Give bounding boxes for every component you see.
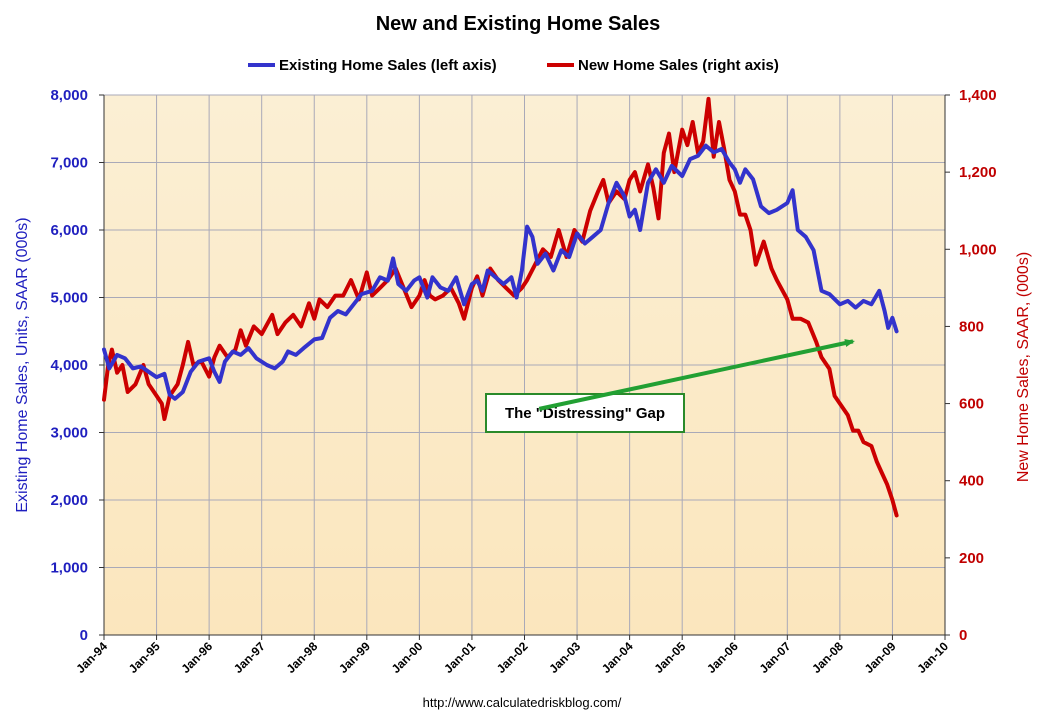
y-tick-label-left: 5,000 <box>50 290 88 307</box>
x-tick-label: Jan-05 <box>652 639 689 676</box>
y-tick-label-left: 1,000 <box>50 560 88 577</box>
y-tick-label-left: 7,000 <box>50 155 88 172</box>
y-tick-label-right: 600 <box>959 396 984 413</box>
y-tick-label-right: 400 <box>959 473 984 490</box>
x-tick-label: Jan-02 <box>494 639 531 676</box>
x-tick-label: Jan-98 <box>284 639 321 676</box>
y-tick-label-right: 0 <box>959 627 967 644</box>
legend: Existing Home Sales (left axis) New Home… <box>248 57 779 74</box>
x-tick-label: Jan-96 <box>178 639 215 676</box>
source-url: http://www.calculatedriskblog.com/ <box>423 695 622 710</box>
x-tick-label: Jan-07 <box>757 639 794 676</box>
x-tick-label: Jan-95 <box>126 639 163 676</box>
x-tick-label: Jan-99 <box>336 639 373 676</box>
series-line-existing-home-sales <box>102 143 899 401</box>
annotation-text: The "Distressing" Gap <box>505 405 665 422</box>
y-tick-label-right: 800 <box>959 318 984 335</box>
y-tick-label-left: 3,000 <box>50 425 88 442</box>
y-axis-label-left: Existing Home Sales, Units, SAAR (000s) <box>14 217 31 512</box>
y-tick-label-right: 1,200 <box>959 164 997 181</box>
x-ticks: Jan-94 Jan-95 Jan-96 Jan-97 Jan-98 Jan-99 Jan-… <box>73 635 951 676</box>
y-tick-label-left: 8,000 <box>50 87 88 104</box>
y-tick-label-left: 0 <box>80 627 88 644</box>
x-tick-label: Jan-09 <box>862 639 899 676</box>
y-tick-label-right: 1,400 <box>959 87 997 104</box>
y-tick-label-left: 6,000 <box>50 222 88 239</box>
y-axis-label-right: New Home Sales, SAAR, (000s) <box>1015 252 1032 482</box>
legend-label-new: New Home Sales (right axis) <box>578 57 779 74</box>
x-tick-label: Jan-06 <box>704 639 741 676</box>
y-tick-label-left: 2,000 <box>50 492 88 509</box>
x-tick-label: Jan-10 <box>914 639 951 676</box>
y-ticks-left: 0 1,000 2,000 3,000 4,000 5,000 6,000 7,000 8,00… <box>50 87 104 644</box>
y-tick-label-left: 4,000 <box>50 357 88 374</box>
y-ticks-right: 0 200 400 600 800 1,000 1,200 1,400 <box>945 87 997 644</box>
y-tick-label-right: 200 <box>959 550 984 567</box>
x-tick-label: Jan-04 <box>599 639 636 676</box>
x-tick-label: Jan-94 <box>73 639 110 676</box>
x-tick-label: Jan-03 <box>546 639 583 676</box>
annotation: The "Distressing" Gap <box>485 339 855 433</box>
annotation-arrow <box>538 339 855 411</box>
series-line-new-home-sales <box>102 96 899 518</box>
x-tick-label: Jan-01 <box>441 639 478 676</box>
x-tick-label: Jan-08 <box>809 639 846 676</box>
chart-title: New and Existing Home Sales <box>376 13 661 35</box>
x-tick-label: Jan-00 <box>389 639 426 676</box>
x-tick-label: Jan-97 <box>231 639 268 676</box>
y-tick-label-right: 1,000 <box>959 241 997 258</box>
series-layer <box>102 96 899 518</box>
legend-label-existing: Existing Home Sales (left axis) <box>279 57 497 74</box>
